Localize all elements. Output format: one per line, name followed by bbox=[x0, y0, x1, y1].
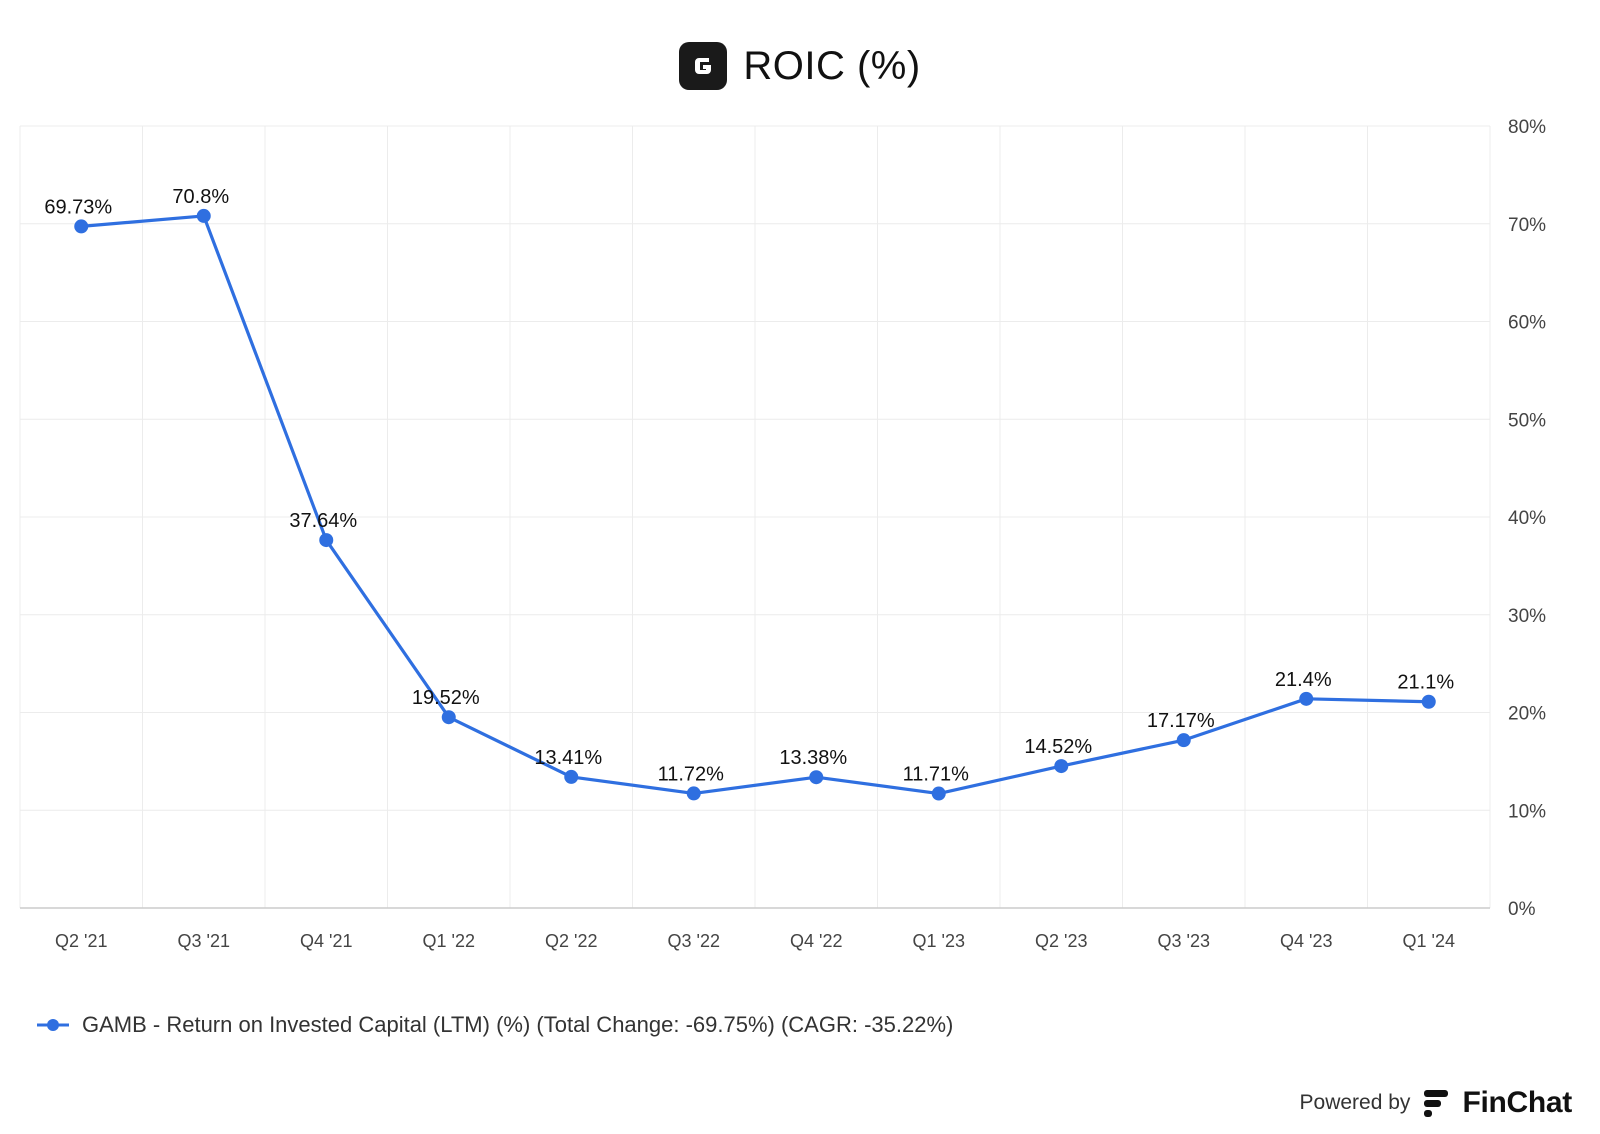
series-line bbox=[81, 214, 1429, 796]
data-point bbox=[809, 770, 824, 785]
y-tick-label: 30% bbox=[1508, 606, 1546, 627]
chart-legend[interactable]: GAMB - Return on Invested Capital (LTM) … bbox=[36, 1012, 953, 1038]
y-tick-label: 70% bbox=[1508, 215, 1546, 236]
data-point bbox=[564, 769, 579, 784]
x-tick-label: Q1 '22 bbox=[423, 931, 475, 951]
footer-attribution: Powered by FinChat bbox=[1299, 1086, 1573, 1120]
company-g-logo-icon bbox=[679, 42, 728, 90]
y-tick-label: 40% bbox=[1508, 508, 1546, 529]
data-point bbox=[686, 786, 701, 801]
data-point bbox=[319, 533, 334, 548]
data-point bbox=[441, 710, 456, 725]
finchat-brand: FinChat bbox=[1462, 1086, 1572, 1119]
chart-title: ROIC (%) bbox=[743, 43, 921, 88]
grid-lines bbox=[19, 125, 1491, 908]
data-labels: 69.73% 70.8% 37.64% 19.52% 13.41% 11.72% 13.38… bbox=[44, 186, 1454, 786]
data-label: 11.72% bbox=[658, 763, 725, 785]
x-tick-label: Q3 '21 bbox=[178, 931, 230, 951]
data-label: 19.52% bbox=[412, 687, 480, 709]
data-label: 21.4% bbox=[1275, 669, 1332, 691]
data-label: 37.64% bbox=[289, 510, 357, 532]
data-label: 69.73% bbox=[44, 196, 112, 218]
series-line bbox=[81, 214, 1429, 796]
finchat-logo-icon bbox=[1424, 1090, 1449, 1117]
data-label: 14.52% bbox=[1024, 736, 1092, 758]
x-tick-label: Q1 '23 bbox=[913, 931, 965, 951]
legend-series-marker-icon bbox=[37, 1019, 69, 1031]
chart-header: ROIC (%) bbox=[0, 38, 1600, 94]
axes: 0% 10% 20% 30% 40% 50% 60% 70% 80% Q2 '21 Q3 '21 Q4… bbox=[20, 117, 1546, 951]
data-point bbox=[931, 786, 946, 801]
data-label: 21.1% bbox=[1397, 672, 1454, 694]
data-point bbox=[1054, 759, 1069, 774]
x-tick-label: Q2 '23 bbox=[1035, 931, 1087, 951]
y-tick-label: 60% bbox=[1508, 313, 1546, 334]
y-tick-label: 10% bbox=[1508, 801, 1546, 822]
data-points bbox=[74, 208, 1436, 801]
powered-by-text: Powered by bbox=[1299, 1091, 1411, 1114]
data-label: 13.41% bbox=[534, 747, 602, 769]
y-tick-label: 50% bbox=[1508, 410, 1546, 431]
y-tick-label: 0% bbox=[1508, 899, 1536, 920]
roic-line-chart: 0% 10% 20% 30% 40% 50% 60% 70% 80% Q2 '21 Q3 '21 Q4… bbox=[19, 117, 1546, 951]
data-point bbox=[1176, 733, 1191, 748]
data-point bbox=[1299, 691, 1314, 706]
x-tick-label: Q3 '22 bbox=[668, 931, 720, 951]
x-tick-label: Q2 '22 bbox=[545, 931, 597, 951]
x-tick-label: Q4 '21 bbox=[300, 931, 352, 951]
x-tick-label: Q3 '23 bbox=[1158, 931, 1210, 951]
x-tick-label: Q4 '22 bbox=[790, 931, 842, 951]
data-point bbox=[74, 219, 89, 234]
data-label: 13.38% bbox=[779, 747, 847, 769]
y-tick-label: 80% bbox=[1508, 117, 1546, 138]
x-tick-label: Q4 '23 bbox=[1280, 931, 1332, 951]
data-point bbox=[196, 208, 211, 223]
x-tick-label: Q1 '24 bbox=[1403, 931, 1455, 951]
data-label: 11.71% bbox=[903, 764, 970, 786]
legend-series-label: GAMB - Return on Invested Capital (LTM) … bbox=[82, 1012, 954, 1037]
x-tick-label: Q2 '21 bbox=[55, 931, 107, 951]
data-point bbox=[1421, 694, 1436, 709]
data-label: 70.8% bbox=[172, 186, 229, 208]
y-tick-label: 20% bbox=[1508, 704, 1546, 725]
data-label: 17.17% bbox=[1147, 710, 1215, 732]
